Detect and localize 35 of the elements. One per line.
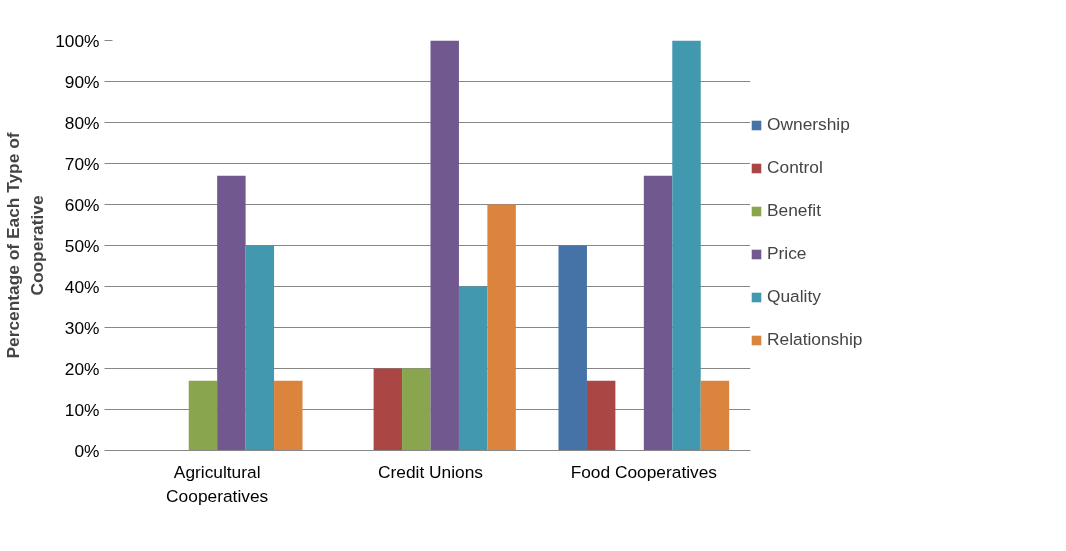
bar — [274, 380, 303, 451]
bar — [245, 245, 275, 451]
legend-label: Price — [767, 243, 807, 264]
y-tick-label: 100% — [55, 30, 100, 51]
y-tick-label: 80% — [64, 112, 100, 133]
bar — [558, 245, 587, 451]
legend-label: Control — [767, 157, 823, 178]
bar — [188, 380, 218, 451]
bar — [373, 368, 403, 451]
bar — [217, 175, 246, 451]
y-axis-title: Percentage of Each Type of Cooperative — [3, 132, 48, 359]
x-tick-label: Food Cooperatives — [570, 461, 718, 482]
legend-label: Benefit — [767, 200, 821, 221]
x-tick-label: Agricultural Cooperatives — [166, 461, 269, 506]
y-tick-label: 0% — [74, 440, 100, 461]
bar — [487, 204, 516, 451]
bar — [586, 380, 616, 451]
y-tick-label: 90% — [64, 71, 100, 92]
y-tick-label: 20% — [64, 358, 100, 379]
y-tick-label: 10% — [64, 399, 100, 420]
y-tick-label: 40% — [64, 276, 100, 297]
y-tick-label: 30% — [64, 317, 100, 338]
y-tick-label: 50% — [64, 235, 100, 256]
bar — [458, 286, 488, 451]
legend-label: Quality — [767, 286, 821, 307]
y-tick-label: 70% — [64, 153, 100, 174]
bar — [402, 368, 431, 451]
bar — [672, 40, 701, 451]
bar — [430, 40, 459, 451]
bar — [700, 380, 730, 451]
legend-label: Relationship — [767, 329, 863, 350]
legend-label: Ownership — [767, 114, 850, 135]
bar — [643, 175, 673, 451]
x-tick-label: Credit Unions — [378, 461, 484, 482]
y-tick-label: 60% — [64, 194, 100, 215]
